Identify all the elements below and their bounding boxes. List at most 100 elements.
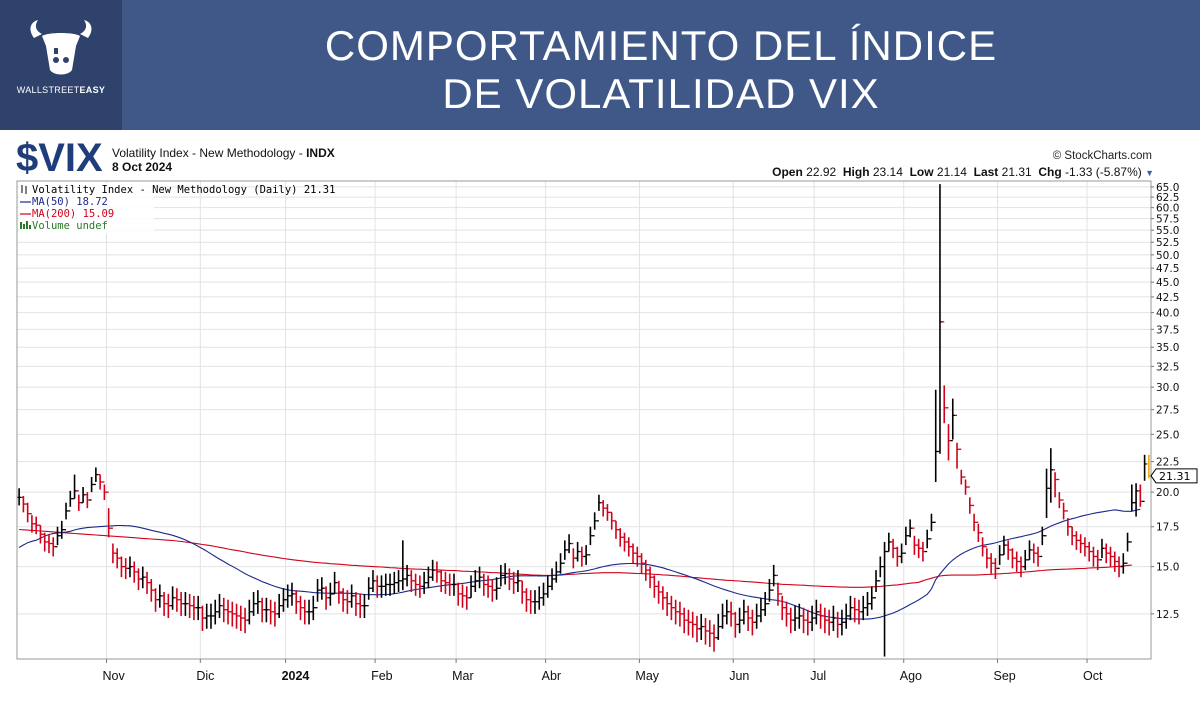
price-bar — [1061, 499, 1066, 520]
price-bar — [80, 487, 86, 504]
y-tick-label: 52.5 — [1156, 237, 1179, 249]
price-bar — [259, 597, 265, 623]
price-bar — [183, 592, 188, 616]
price-bar — [409, 570, 414, 593]
y-tick-label: 20.0 — [1156, 487, 1179, 499]
price-bar — [430, 559, 435, 581]
ma50-price-tag-text: 18.72 — [1159, 0, 1191, 3]
price-bar — [545, 575, 550, 598]
price-bar — [396, 570, 401, 593]
ticker-symbol: $VIX — [16, 136, 103, 180]
price-bar — [737, 607, 742, 634]
price-bar — [1086, 541, 1092, 562]
price-bar — [477, 566, 482, 589]
price-bar — [464, 586, 469, 610]
price-bar — [1035, 546, 1041, 567]
price-bar — [524, 588, 529, 612]
x-tick-label: Abr — [542, 669, 561, 683]
y-tick-label: 57.5 — [1156, 214, 1179, 226]
price-bar — [971, 504, 977, 532]
y-tick-label: 32.5 — [1156, 361, 1179, 373]
price-bar — [345, 590, 350, 614]
price-bar — [843, 603, 849, 629]
price-bar — [814, 599, 819, 625]
price-bar — [916, 538, 921, 559]
legend-background — [19, 183, 154, 234]
price-bar — [929, 513, 934, 540]
y-tick-label: 25.0 — [1156, 429, 1179, 441]
price-bar — [255, 590, 261, 614]
index-name: Volatility Index - New Methodology - IND… — [112, 146, 335, 160]
price-bar — [1027, 540, 1032, 561]
ma200-line — [19, 528, 1132, 588]
price-bar — [1069, 526, 1075, 546]
x-tick-label: Sep — [994, 669, 1016, 683]
price-bar — [826, 609, 832, 636]
price-bar — [234, 603, 239, 629]
price-bar — [519, 580, 525, 604]
price-bar — [626, 537, 631, 557]
price-bar — [443, 571, 448, 594]
price-bar — [485, 575, 491, 598]
price-bar — [750, 609, 755, 636]
price-bar — [366, 577, 371, 607]
price-bar — [447, 573, 452, 596]
price-bar — [707, 620, 712, 647]
price-bar — [456, 582, 461, 606]
price-bar — [647, 566, 653, 589]
y-tick-label: 42.5 — [1156, 292, 1179, 304]
price-bar — [1065, 510, 1071, 536]
price-bar — [537, 586, 542, 610]
last-label: Last — [973, 165, 999, 179]
y-tick-label: 12.5 — [1156, 609, 1179, 621]
x-tick-label: 2024 — [282, 669, 310, 683]
price-bar — [460, 584, 465, 608]
price-bar — [1023, 549, 1028, 571]
price-bar — [660, 586, 666, 610]
price-bar — [984, 546, 990, 569]
legend-main: Volatility Index - New Methodology (Dail… — [32, 184, 335, 196]
x-tick-label: Mar — [452, 669, 474, 683]
y-tick-label: 47.5 — [1156, 263, 1179, 275]
price-bar — [635, 546, 640, 567]
price-bar — [703, 618, 708, 645]
ohlc-summary: Open 22.92 High 23.14 Low 21.14 Last 21.… — [772, 165, 1154, 179]
price-bar — [1108, 546, 1113, 567]
price-bar — [1005, 540, 1011, 560]
price-bar — [848, 595, 853, 621]
price-bar — [942, 321, 947, 424]
price-bar — [673, 599, 678, 625]
price-bar — [213, 599, 218, 625]
chg-value: -1.33 (-5.87%) — [1065, 165, 1142, 179]
price-bar — [21, 496, 26, 513]
legend: Volatility Index - New Methodology (Dail… — [19, 183, 335, 234]
price-bar — [754, 603, 759, 629]
price-bar — [298, 595, 303, 621]
price-bar — [136, 568, 141, 591]
price-bar — [191, 595, 197, 621]
price-bar — [195, 595, 201, 621]
legend-volume-icon — [20, 221, 31, 229]
last-price-tag-box — [1150, 468, 1198, 484]
price-bar — [63, 502, 69, 531]
price-bar — [1125, 532, 1130, 564]
price-bar — [797, 603, 802, 629]
price-bar — [733, 611, 738, 638]
price-bar — [613, 520, 619, 539]
logo-text: WALLSTREETEASY — [16, 85, 106, 95]
price-bar — [336, 580, 342, 604]
dropdown-arrow-icon[interactable]: ▼ — [1145, 168, 1154, 178]
banner-title-line-2: DE VOLATILIDAD VIX — [442, 70, 880, 117]
price-bar — [357, 593, 363, 619]
price-bar — [473, 570, 478, 593]
price-bar — [784, 601, 789, 627]
x-tick-label: Jun — [729, 669, 749, 683]
price-bar — [571, 542, 576, 569]
price-bar — [97, 473, 103, 490]
price-bar — [426, 566, 431, 589]
price-bar — [1014, 551, 1019, 572]
price-bar — [669, 595, 674, 621]
price-bar — [434, 561, 440, 583]
price-bar — [25, 502, 30, 523]
